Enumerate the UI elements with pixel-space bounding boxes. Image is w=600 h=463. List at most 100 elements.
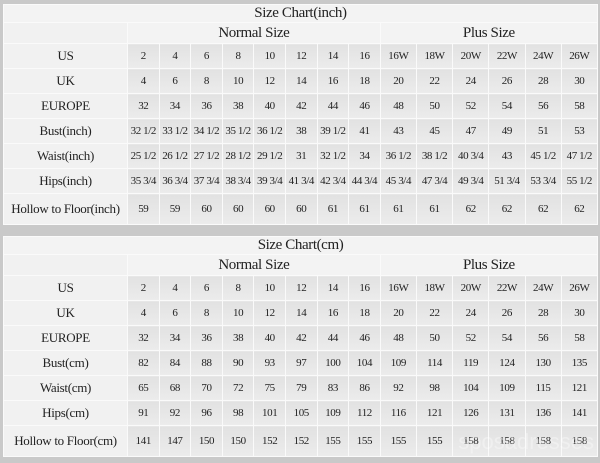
size-cell: 51 3/4	[488, 168, 526, 194]
size-cell: 47	[452, 118, 490, 144]
size-cell: 4	[127, 68, 160, 94]
size-cell: 158	[560, 425, 599, 457]
size-cell: 20	[379, 300, 417, 326]
size-cell: 8	[221, 275, 255, 301]
size-cell: 32 1/2	[316, 143, 350, 169]
size-cell: 6	[190, 43, 223, 69]
size-cell: 16	[348, 43, 381, 69]
size-cell: 27 1/2	[190, 143, 223, 169]
size-cell: 98	[415, 375, 454, 401]
size-cell: 36	[190, 93, 223, 119]
size-cell: 112	[348, 400, 381, 426]
size-cell: 38	[284, 118, 318, 144]
size-cell: 35 3/4	[127, 168, 160, 194]
size-cell: 82	[127, 350, 160, 376]
corner-cell	[3, 22, 128, 44]
size-cell: 16W	[379, 43, 417, 69]
size-cell: 34	[348, 143, 381, 169]
size-cell: 6	[158, 300, 192, 326]
size-cell: 100	[316, 350, 350, 376]
size-cell: 104	[452, 375, 490, 401]
size-cell: 158	[488, 425, 526, 457]
size-cell: 4	[158, 275, 192, 301]
size-cell: 39 1/2	[316, 118, 350, 144]
size-cell: 8	[190, 300, 223, 326]
size-cell: 32	[127, 325, 160, 351]
size-cell: 36 1/2	[253, 118, 286, 144]
chart-title: Size Chart(cm)	[2, 236, 599, 255]
size-cell: 59	[127, 193, 160, 225]
size-cell: 49	[488, 118, 526, 144]
size-cell: 10	[253, 275, 286, 301]
size-cell: 16W	[379, 275, 417, 301]
size-cell: 115	[524, 375, 562, 401]
size-cell: 44 3/4	[348, 168, 381, 194]
size-cell: 28	[524, 300, 562, 326]
row-label: EUROPE	[3, 325, 128, 351]
size-cell: 109	[379, 350, 417, 376]
size-cell: 155	[316, 425, 350, 457]
size-cell: 26W	[560, 43, 598, 69]
size-cell: 44	[316, 93, 350, 119]
size-cell: 91	[127, 400, 160, 426]
size-cell: 90	[221, 350, 255, 376]
size-cell: 47 3/4	[415, 168, 454, 194]
size-cell: 86	[348, 375, 381, 401]
size-cell: 53 3/4	[524, 168, 562, 194]
size-cell: 29 1/2	[253, 143, 286, 169]
size-cell: 58	[560, 93, 598, 119]
size-cell: 158	[452, 425, 490, 457]
size-cell: 61	[348, 193, 381, 225]
size-cell: 147	[158, 425, 192, 457]
size-cell: 8	[221, 43, 255, 69]
size-cell: 42 3/4	[316, 168, 350, 194]
size-cell: 109	[316, 400, 350, 426]
size-cell: 26	[488, 300, 526, 326]
size-cell: 22	[415, 300, 454, 326]
size-cell: 38	[221, 325, 255, 351]
size-cell: 10	[253, 43, 286, 69]
size-cell: 14	[284, 68, 318, 94]
size-cell: 10	[221, 68, 255, 94]
size-cell: 38 1/2	[415, 143, 454, 169]
size-cell: 45	[415, 118, 454, 144]
size-cell: 12	[253, 300, 286, 326]
size-cell: 152	[284, 425, 318, 457]
table-row: Hips(cm) 91 92 96 98 101 105 109 112 116 121 126 131…	[3, 400, 599, 426]
size-cell: 36 1/2	[379, 143, 417, 169]
size-cell: 42	[284, 93, 318, 119]
size-cell: 12	[284, 275, 318, 301]
size-cell: 135	[560, 350, 599, 376]
size-cell: 116	[379, 400, 417, 426]
size-cell: 41 3/4	[284, 168, 318, 194]
size-cell: 42	[284, 325, 318, 351]
size-cell: 155	[415, 425, 454, 457]
size-cell: 56	[524, 93, 562, 119]
size-cell: 38	[221, 93, 255, 119]
table-row: UK 4 6 8 10 12 14 16 18 20 22 24 26 28 30	[3, 300, 599, 326]
size-cell: 6	[158, 68, 192, 94]
size-cell: 131	[488, 400, 526, 426]
size-cell: 40 3/4	[452, 143, 490, 169]
size-cell: 50	[415, 93, 454, 119]
size-cell: 28 1/2	[221, 143, 255, 169]
size-cell: 16	[316, 300, 350, 326]
size-cell: 18W	[415, 43, 454, 69]
row-label: Waist(cm)	[3, 375, 128, 401]
size-cell: 2	[127, 43, 160, 69]
size-cell: 28	[524, 68, 562, 94]
size-cell: 60	[284, 193, 318, 225]
size-cell: 92	[158, 400, 192, 426]
size-cell: 34 1/2	[190, 118, 223, 144]
size-cell: 22	[415, 68, 454, 94]
size-cell: 152	[253, 425, 286, 457]
size-cell: 84	[158, 350, 192, 376]
size-cell: 18W	[415, 275, 454, 301]
size-cell: 150	[190, 425, 223, 457]
size-cell: 26	[488, 68, 526, 94]
size-cell: 18	[348, 68, 381, 94]
row-label: UK	[3, 300, 128, 326]
size-cell: 88	[190, 350, 223, 376]
size-cell: 25 1/2	[127, 143, 160, 169]
size-cell: 126	[452, 400, 490, 426]
